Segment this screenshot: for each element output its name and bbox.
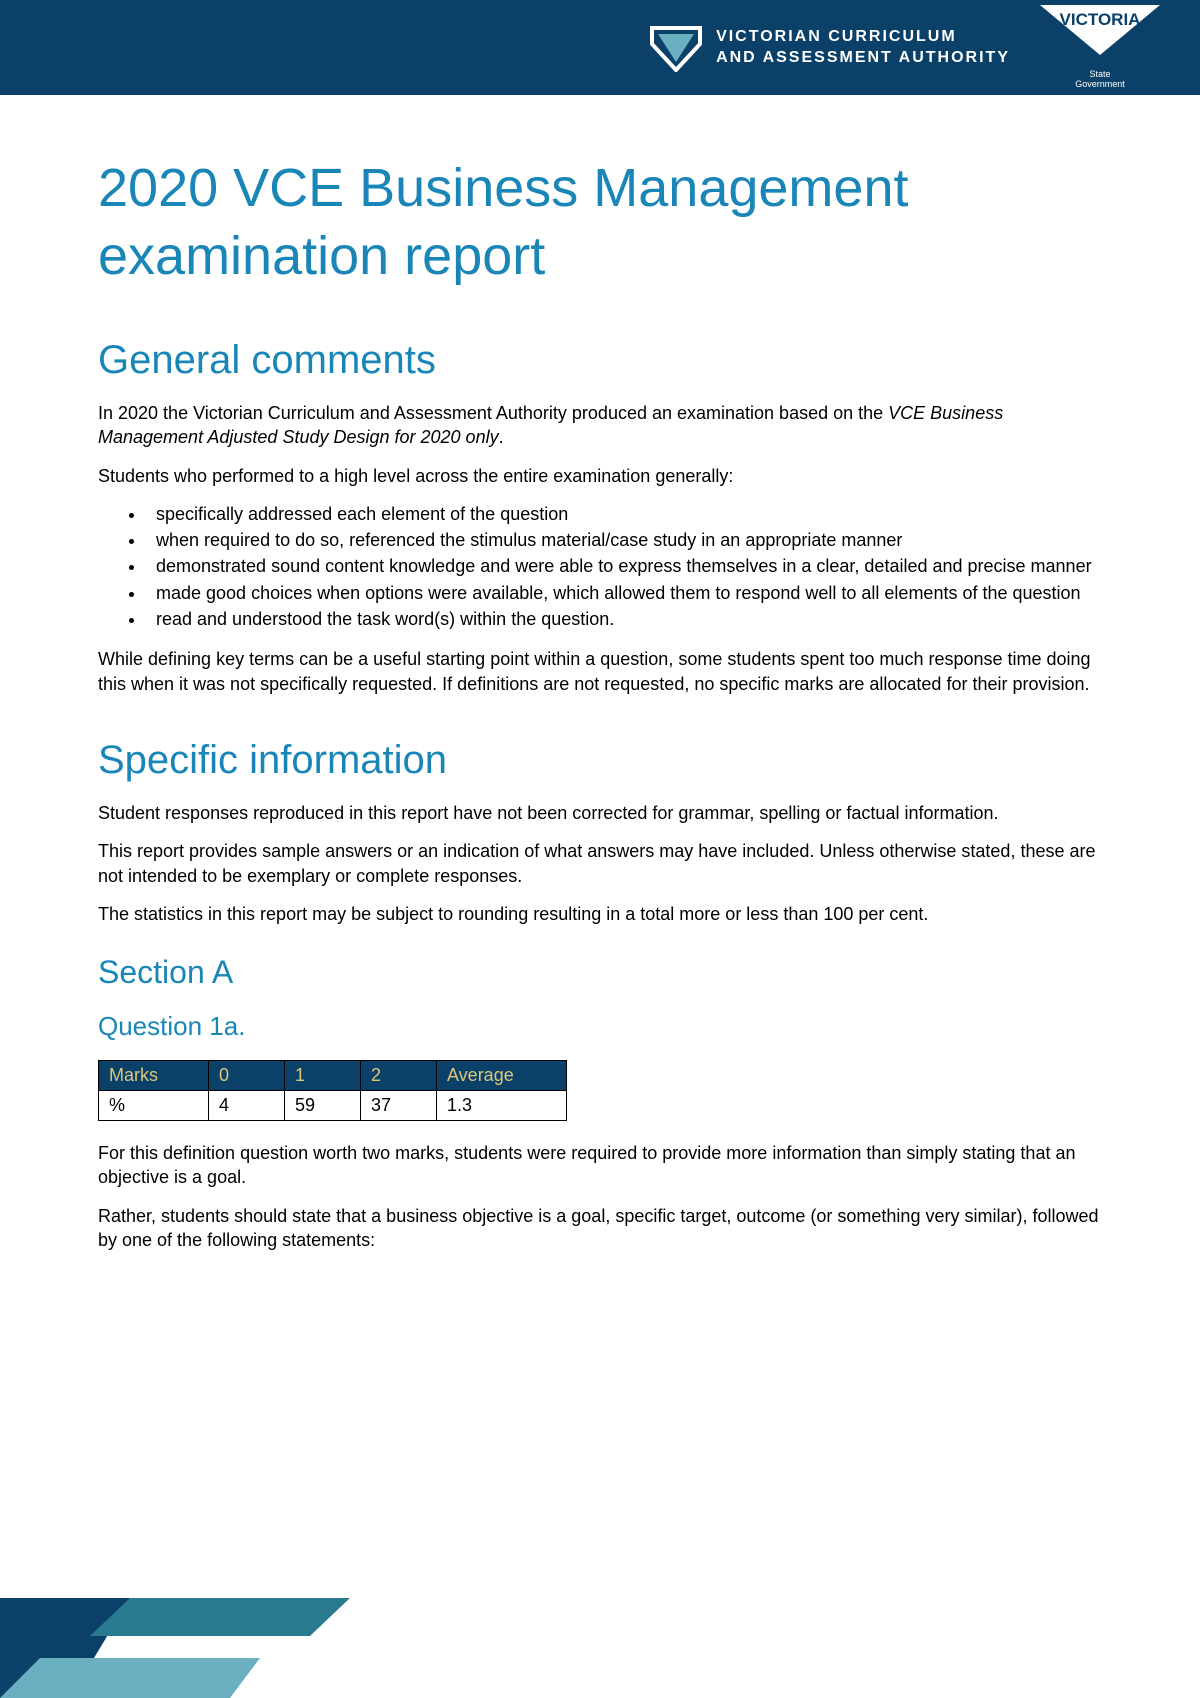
list-item: specifically addressed each element of t… (146, 502, 1102, 526)
th-marks: Marks (99, 1061, 209, 1091)
list-item: made good choices when options were avai… (146, 581, 1102, 605)
table-header-row: Marks 0 1 2 Average (99, 1061, 567, 1091)
marks-table: Marks 0 1 2 Average % 4 59 37 1.3 (98, 1060, 567, 1121)
victoria-gov-logo: VICTORIA State Government (1040, 5, 1160, 90)
victoria-sub: State Government (1075, 70, 1125, 90)
list-item: read and understood the task word(s) wit… (146, 607, 1102, 631)
vcaa-logo: VICTORIAN CURRICULUM AND ASSESSMENT AUTH… (648, 24, 1010, 72)
general-comments-heading: General comments (98, 338, 1102, 383)
td-row-label: % (99, 1091, 209, 1121)
vcaa-line2: AND ASSESSMENT AUTHORITY (716, 48, 1010, 69)
list-item: demonstrated sound content knowledge and… (146, 554, 1102, 578)
page-content: 2020 VCE Business Management examination… (0, 95, 1200, 1252)
td-val-1: 59 (285, 1091, 361, 1121)
general-p2: Students who performed to a high level a… (98, 464, 1102, 488)
vcaa-line1: VICTORIAN CURRICULUM (716, 27, 1010, 48)
list-item: when required to do so, referenced the s… (146, 528, 1102, 552)
general-p1: In 2020 the Victorian Curriculum and Ass… (98, 401, 1102, 450)
header-band: VICTORIAN CURRICULUM AND ASSESSMENT AUTH… (0, 0, 1200, 95)
vcaa-authority-text: VICTORIAN CURRICULUM AND ASSESSMENT AUTH… (716, 27, 1010, 69)
q1a-p1: For this definition question worth two m… (98, 1141, 1102, 1190)
vcaa-shield-icon (648, 24, 704, 72)
td-val-2: 37 (361, 1091, 437, 1121)
th-0: 0 (209, 1061, 285, 1091)
vcaa-footer-link[interactable]: VCAA (158, 1614, 204, 1634)
general-bullets: specifically addressed each element of t… (98, 502, 1102, 631)
victoria-triangle-icon: VICTORIA (1040, 5, 1160, 68)
th-1: 1 (285, 1061, 361, 1091)
specific-p3: The statistics in this report may be sub… (98, 902, 1102, 926)
td-val-avg: 1.3 (437, 1091, 567, 1121)
specific-information-heading: Specific information (98, 738, 1102, 783)
page-title: 2020 VCE Business Management examination… (98, 155, 1102, 290)
td-val-0: 4 (209, 1091, 285, 1121)
th-average: Average (437, 1061, 567, 1091)
th-2: 2 (361, 1061, 437, 1091)
question-1a-heading: Question 1a. (98, 1011, 1102, 1042)
section-a-heading: Section A (98, 954, 1102, 991)
general-p3: While defining key terms can be a useful… (98, 647, 1102, 696)
footer-decoration-icon (0, 1568, 420, 1698)
table-row: % 4 59 37 1.3 (99, 1091, 567, 1121)
q1a-p2: Rather, students should state that a bus… (98, 1204, 1102, 1253)
specific-p2: This report provides sample answers or a… (98, 839, 1102, 888)
specific-p1: Student responses reproduced in this rep… (98, 801, 1102, 825)
victoria-brand-text: VICTORIA (1060, 10, 1141, 29)
